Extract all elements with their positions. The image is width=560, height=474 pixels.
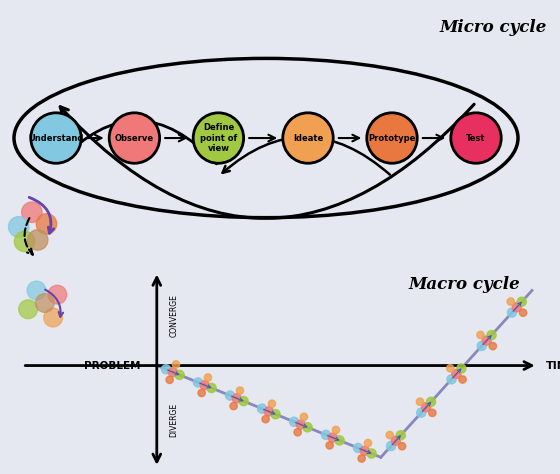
Circle shape <box>18 300 38 319</box>
Text: Prototype: Prototype <box>368 134 416 143</box>
Circle shape <box>300 413 307 420</box>
Circle shape <box>517 297 526 306</box>
Circle shape <box>193 113 244 163</box>
Circle shape <box>447 375 456 384</box>
Circle shape <box>172 361 180 368</box>
Text: PROBLEM: PROBLEM <box>83 361 140 371</box>
Text: Observe: Observe <box>115 134 154 143</box>
Circle shape <box>482 336 491 345</box>
Circle shape <box>294 428 301 436</box>
Circle shape <box>264 407 273 416</box>
Circle shape <box>161 365 171 374</box>
Circle shape <box>446 365 454 372</box>
Circle shape <box>236 387 244 394</box>
Circle shape <box>15 231 35 252</box>
Circle shape <box>386 431 394 439</box>
Circle shape <box>175 370 184 380</box>
Circle shape <box>258 404 267 413</box>
Circle shape <box>109 113 160 163</box>
Text: DIVERGE: DIVERGE <box>169 403 178 437</box>
Circle shape <box>332 426 339 434</box>
Circle shape <box>451 113 501 163</box>
Circle shape <box>48 285 67 304</box>
Circle shape <box>35 293 54 312</box>
Circle shape <box>326 442 333 449</box>
Circle shape <box>358 455 365 462</box>
Circle shape <box>283 113 333 163</box>
Circle shape <box>417 408 426 417</box>
Text: CONVERGE: CONVERGE <box>169 294 178 337</box>
Circle shape <box>303 423 312 432</box>
Circle shape <box>386 441 395 451</box>
Circle shape <box>477 331 484 338</box>
Circle shape <box>27 230 48 250</box>
Circle shape <box>519 309 527 317</box>
Circle shape <box>507 308 516 317</box>
Circle shape <box>459 376 466 383</box>
Circle shape <box>226 391 235 400</box>
Circle shape <box>36 214 57 234</box>
Circle shape <box>204 374 212 381</box>
Circle shape <box>268 400 276 407</box>
Circle shape <box>512 302 521 312</box>
Circle shape <box>168 367 178 377</box>
Circle shape <box>27 281 46 300</box>
Circle shape <box>198 389 206 397</box>
Circle shape <box>335 436 344 445</box>
Circle shape <box>232 394 241 403</box>
Circle shape <box>396 431 405 440</box>
Circle shape <box>200 381 209 390</box>
Circle shape <box>428 409 436 417</box>
Circle shape <box>367 113 417 163</box>
Text: Micro cycle: Micro cycle <box>439 18 547 36</box>
Circle shape <box>477 341 486 350</box>
Circle shape <box>457 364 466 373</box>
Circle shape <box>367 449 376 458</box>
Circle shape <box>8 217 29 237</box>
Circle shape <box>398 443 406 450</box>
Circle shape <box>239 397 248 406</box>
Circle shape <box>416 398 424 405</box>
Circle shape <box>166 376 173 383</box>
Circle shape <box>193 378 203 387</box>
Circle shape <box>290 417 298 426</box>
Circle shape <box>271 410 280 419</box>
Circle shape <box>44 308 63 327</box>
Circle shape <box>452 369 461 378</box>
Circle shape <box>296 420 305 429</box>
Circle shape <box>507 298 515 305</box>
Circle shape <box>427 397 436 406</box>
Circle shape <box>207 383 216 392</box>
Circle shape <box>487 330 496 340</box>
Circle shape <box>262 416 269 423</box>
Circle shape <box>360 446 370 456</box>
Circle shape <box>353 443 363 453</box>
Circle shape <box>391 436 400 445</box>
Circle shape <box>422 403 431 412</box>
Circle shape <box>328 433 337 442</box>
Circle shape <box>22 202 42 222</box>
Text: Ideate: Ideate <box>293 134 323 143</box>
Text: Macro cycle: Macro cycle <box>409 276 521 293</box>
Text: TIME: TIME <box>546 361 560 371</box>
Circle shape <box>321 430 330 439</box>
Circle shape <box>365 439 372 447</box>
Text: Define
point of
view: Define point of view <box>200 123 237 153</box>
Text: Understand: Understand <box>29 134 83 143</box>
Text: Test: Test <box>466 134 486 143</box>
Circle shape <box>489 342 497 350</box>
Circle shape <box>31 113 81 163</box>
Circle shape <box>230 402 237 410</box>
